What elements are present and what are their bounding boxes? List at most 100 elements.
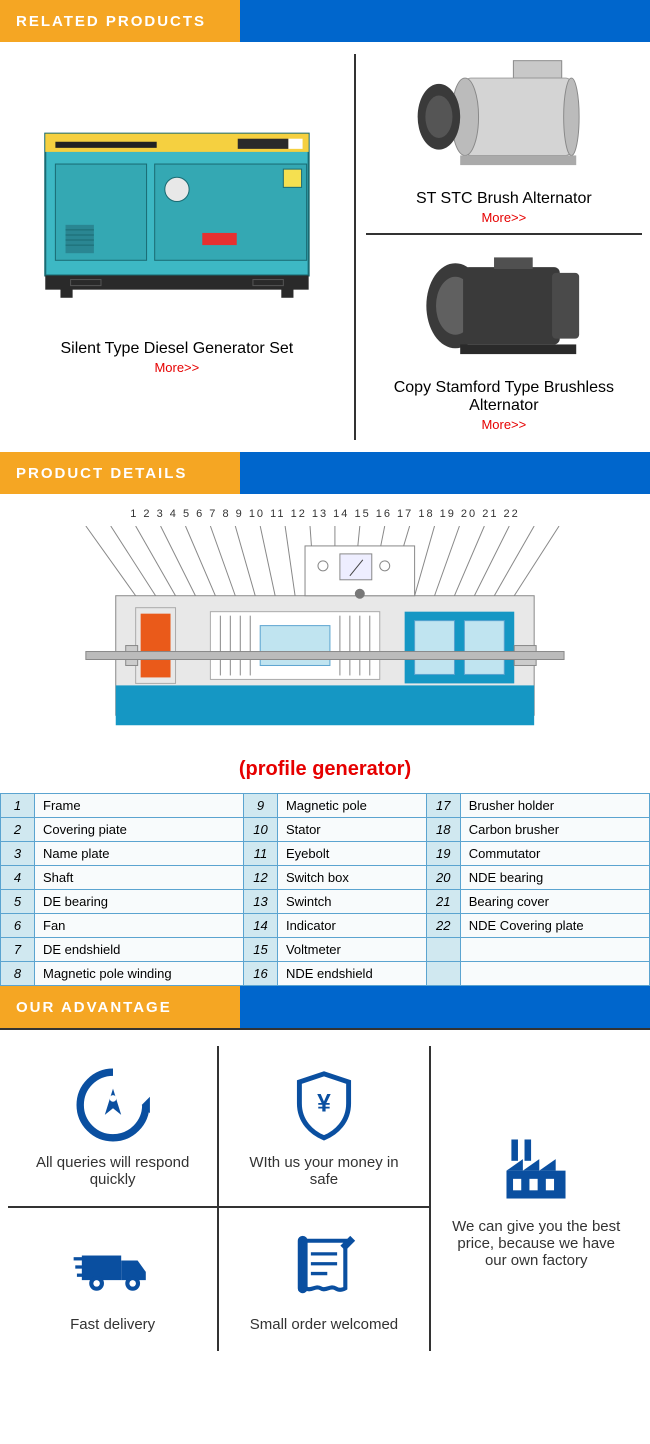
our-advantage-header: OUR ADVANTAGE — [0, 986, 650, 1028]
table-row: 4Shaft12Switch box20NDE bearing — [1, 866, 650, 890]
products-grid: Silent Type Diesel Generator Set More>> … — [0, 42, 650, 452]
part-name: NDE endshield — [277, 962, 426, 986]
part-number: 4 — [1, 866, 35, 890]
product-card: Copy Stamford Type Brushless Alternator … — [366, 243, 642, 440]
advantage-text: We can give you the best price, because … — [446, 1218, 626, 1269]
factory-icon — [495, 1128, 577, 1210]
product-title: Silent Type Diesel Generator Set — [60, 340, 293, 358]
part-name: Commutator — [460, 842, 649, 866]
part-number: 14 — [243, 914, 277, 938]
rocket-icon — [72, 1064, 154, 1146]
part-number: 11 — [243, 842, 277, 866]
profile-diagram — [46, 526, 604, 745]
part-number: 2 — [1, 818, 35, 842]
part-number: 21 — [426, 890, 460, 914]
advantage-text: All queries will respond quickly — [23, 1154, 203, 1188]
advantage-grid: All queries will respond quickly Fast de… — [0, 1028, 650, 1367]
part-name: Voltmeter — [277, 938, 426, 962]
part-name: Frame — [35, 794, 244, 818]
part-name — [460, 938, 649, 962]
table-row: 5DE bearing13Swintch21Bearing cover — [1, 890, 650, 914]
product-image — [366, 243, 642, 373]
part-number: 12 — [243, 866, 277, 890]
truck-icon — [72, 1226, 154, 1308]
part-number: 15 — [243, 938, 277, 962]
part-number: 5 — [1, 890, 35, 914]
part-name: Brusher holder — [460, 794, 649, 818]
part-number: 6 — [1, 914, 35, 938]
note-icon — [283, 1226, 365, 1308]
part-name — [460, 962, 649, 986]
part-name: DE endshield — [35, 938, 244, 962]
part-number: 1 — [1, 794, 35, 818]
related-products-label: RELATED PRODUCTS — [0, 0, 240, 42]
more-link[interactable]: More>> — [154, 360, 199, 375]
part-name: Carbon brusher — [460, 818, 649, 842]
part-name: Eyebolt — [277, 842, 426, 866]
part-number: 18 — [426, 818, 460, 842]
part-name: Indicator — [277, 914, 426, 938]
part-number: 8 — [1, 962, 35, 986]
alternator-icon — [407, 240, 600, 375]
product-details-header: PRODUCT DETAILS — [0, 452, 650, 494]
product-image — [366, 54, 642, 184]
part-name: Name plate — [35, 842, 244, 866]
shield-icon: ¥ — [283, 1064, 365, 1146]
alternator-icon — [407, 51, 600, 186]
table-row: 2Covering piate10Stator18Carbon brusher — [1, 818, 650, 842]
part-name: NDE bearing — [460, 866, 649, 890]
part-number: 22 — [426, 914, 460, 938]
generator-icon — [25, 83, 329, 306]
part-number: 20 — [426, 866, 460, 890]
product-card: Silent Type Diesel Generator Set More>> — [8, 54, 346, 440]
part-name: Covering piate — [35, 818, 244, 842]
product-card: ST STC Brush Alternator More>> — [366, 54, 642, 235]
advantage-item: We can give you the best price, because … — [431, 1046, 642, 1351]
part-name: Magnetic pole winding — [35, 962, 244, 986]
more-link[interactable]: More>> — [366, 210, 642, 225]
svg-text:¥: ¥ — [317, 1091, 331, 1118]
our-advantage-label: OUR ADVANTAGE — [0, 986, 240, 1028]
product-right-column: ST STC Brush Alternator More>> Copy Stam… — [354, 54, 642, 440]
diagram-area: 1 2 3 4 5 6 7 8 9 10 11 12 13 14 15 16 1… — [0, 494, 650, 793]
part-number: 10 — [243, 818, 277, 842]
product-title: ST STC Brush Alternator — [366, 190, 642, 208]
part-number: 9 — [243, 794, 277, 818]
advantage-item: Fast delivery — [8, 1208, 217, 1351]
part-number: 13 — [243, 890, 277, 914]
advantage-text: Small order welcomed — [250, 1316, 398, 1333]
part-name: Stator — [277, 818, 426, 842]
part-number: 7 — [1, 938, 35, 962]
product-details-label: PRODUCT DETAILS — [0, 452, 240, 494]
advantage-item: All queries will respond quickly — [8, 1046, 217, 1208]
product-image — [8, 54, 346, 334]
parts-table: 1Frame9Magnetic pole17Brusher holder2Cov… — [0, 793, 650, 986]
part-number: 16 — [243, 962, 277, 986]
advantage-text: WIth us your money in safe — [234, 1154, 414, 1188]
part-name: Magnetic pole — [277, 794, 426, 818]
table-row: 6Fan14Indicator22NDE Covering plate — [1, 914, 650, 938]
table-row: 3Name plate11Eyebolt19Commutator — [1, 842, 650, 866]
table-row: 1Frame9Magnetic pole17Brusher holder — [1, 794, 650, 818]
advantage-item: Small order welcomed — [219, 1208, 428, 1351]
header-bar — [240, 0, 650, 42]
part-name: NDE Covering plate — [460, 914, 649, 938]
related-products-header: RELATED PRODUCTS — [0, 0, 650, 42]
header-bar — [240, 452, 650, 494]
advantage-item: ¥ WIth us your money in safe — [219, 1046, 428, 1208]
header-bar — [240, 986, 650, 1028]
product-title: Copy Stamford Type Brushless Alternator — [366, 379, 642, 415]
part-name: Swintch — [277, 890, 426, 914]
table-row: 8Magnetic pole winding16NDE endshield — [1, 962, 650, 986]
part-number — [426, 962, 460, 986]
part-name: DE bearing — [35, 890, 244, 914]
part-number: 3 — [1, 842, 35, 866]
part-name: Shaft — [35, 866, 244, 890]
part-name: Fan — [35, 914, 244, 938]
part-number: 17 — [426, 794, 460, 818]
more-link[interactable]: More>> — [366, 417, 642, 432]
part-number — [426, 938, 460, 962]
advantage-text: Fast delivery — [70, 1316, 155, 1333]
table-row: 7DE endshield15Voltmeter — [1, 938, 650, 962]
part-name: Bearing cover — [460, 890, 649, 914]
